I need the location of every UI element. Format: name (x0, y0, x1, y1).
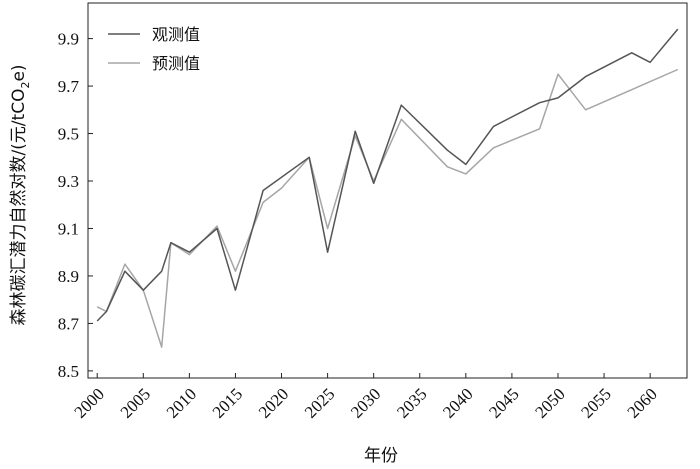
x-tick-label: 2040 (439, 384, 476, 421)
x-axis-title: 年份 (364, 446, 398, 466)
y-tick-label: 9.9 (58, 30, 79, 49)
x-tick-label: 2015 (209, 384, 246, 421)
legend: 观测值 预测值 (108, 25, 200, 73)
legend-label-observed: 观测值 (152, 25, 200, 44)
x-tick-label: 2005 (117, 384, 154, 421)
x-axis: 2000 2005 2010 2015 2020 2025 2030 2035 2040 2045… (71, 373, 661, 422)
y-axis-title: 森林碳汇潜力自然对数/(元/tCO2e) (9, 64, 32, 325)
legend-label-predicted: 预测值 (152, 54, 200, 73)
x-tick-label: 2055 (577, 384, 614, 421)
series-line-predicted (96, 68, 679, 348)
y-tick-label: 8.7 (58, 314, 80, 333)
x-tick-label: 2010 (163, 384, 200, 421)
x-tick-label: 2035 (393, 384, 430, 421)
series-layer (96, 28, 679, 348)
y-tick-label: 8.5 (58, 362, 79, 381)
y-axis: 8.5 8.7 8.9 9.1 9.3 9.5 9.7 9.9 (58, 30, 93, 381)
x-tick-label: 2030 (347, 384, 384, 421)
y-tick-label: 9.3 (58, 172, 79, 191)
y-tick-label: 9.1 (58, 219, 79, 238)
x-tick-label: 2000 (71, 384, 108, 421)
y-tick-label: 8.9 (58, 267, 79, 286)
plot-border (87, 2, 688, 379)
x-tick-label: 2045 (485, 384, 522, 421)
series-line-observed (96, 28, 679, 322)
y-tick-label: 9.7 (58, 77, 80, 96)
x-tick-label: 2025 (301, 384, 338, 421)
plot-area (87, 2, 688, 379)
x-tick-label: 2050 (531, 384, 568, 421)
x-tick-label: 2020 (255, 384, 292, 421)
y-tick-label: 9.5 (58, 125, 79, 144)
x-tick-label: 2060 (623, 384, 660, 421)
